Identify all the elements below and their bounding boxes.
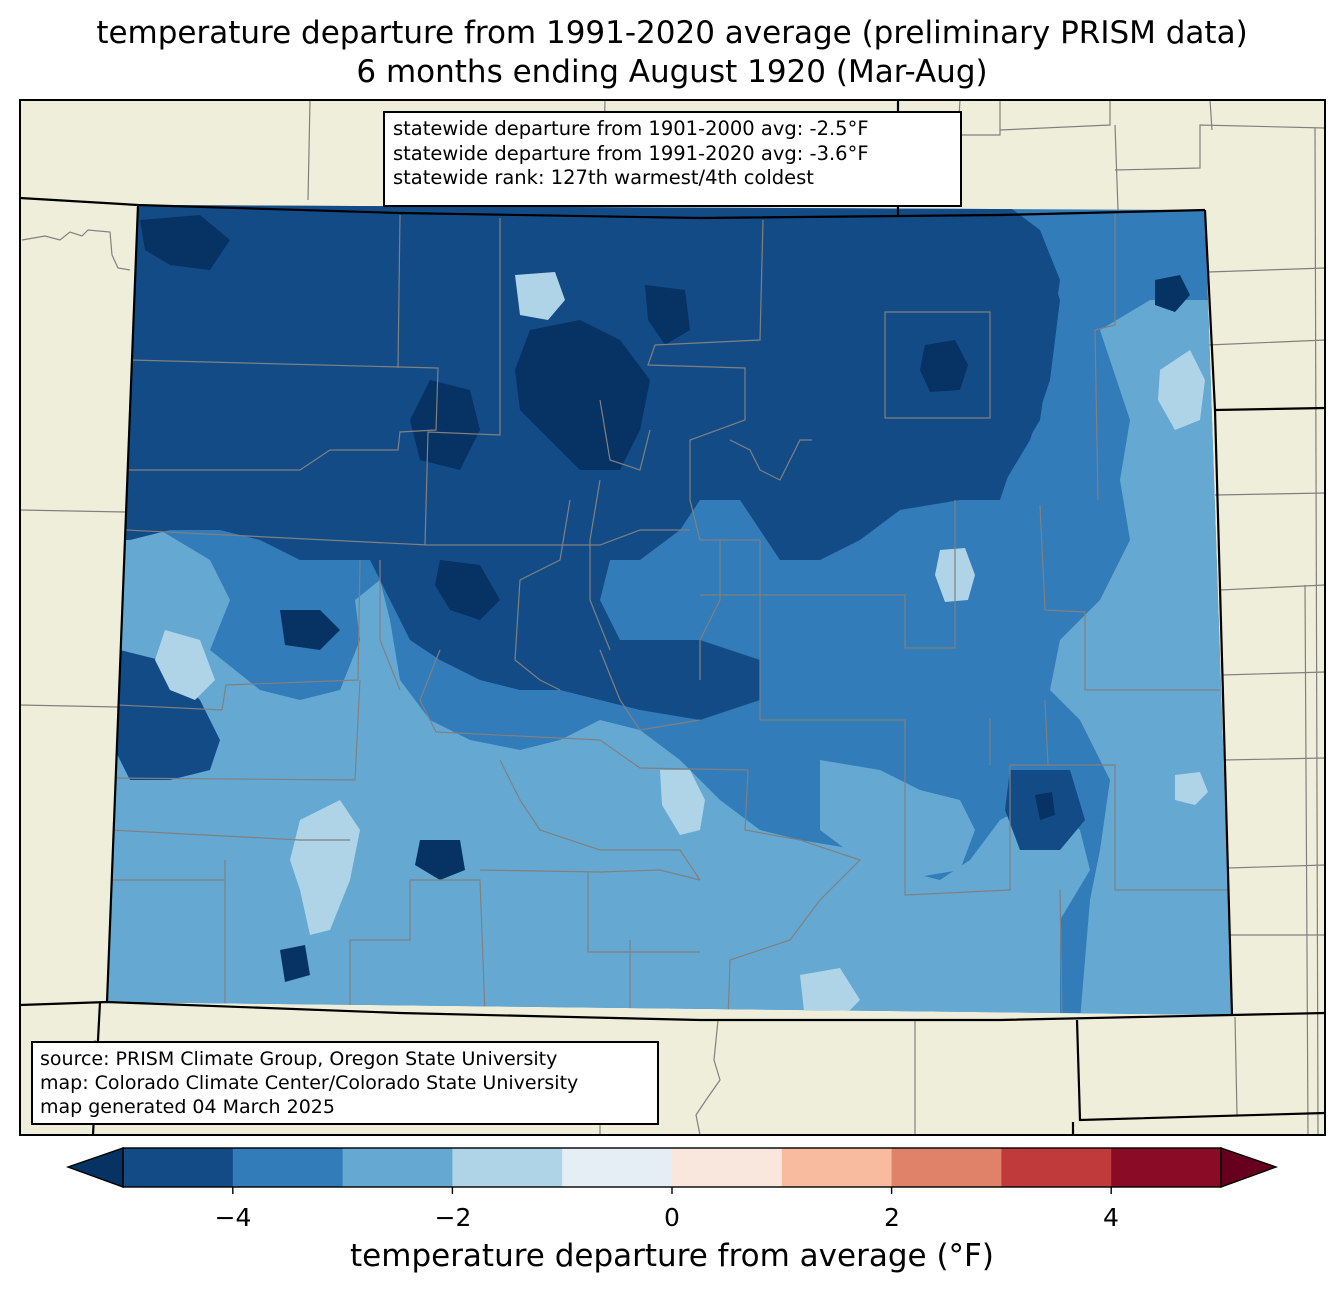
colorbar-under-arrow [65, 1147, 124, 1188]
colorbar-label: temperature departure from average (°F) [350, 1238, 994, 1274]
colorbar-bin [1111, 1148, 1222, 1187]
colorbar-bin [781, 1148, 893, 1187]
colorbar-tick-label: −2 [434, 1203, 472, 1232]
departure-field [107, 205, 1232, 1015]
colorbar-bin [672, 1148, 783, 1187]
colorbar-bin [562, 1148, 673, 1187]
colorbar-bin [123, 1148, 234, 1187]
stats-departure-1991-2020: statewide departure from 1991-2020 avg: … [393, 141, 869, 165]
credits-map: map: Colorado Climate Center/Colorado St… [40, 1072, 579, 1094]
colorbar-bin [232, 1148, 344, 1187]
map-title-line1: temperature departure from 1991-2020 ave… [96, 15, 1248, 51]
colorado-county-lines [109, 212, 1228, 1015]
stats-rank: statewide rank: 127th warmest/4th coldes… [393, 166, 814, 189]
map-title-line2: 6 months ending August 1920 (Mar-Aug) [356, 54, 988, 90]
colorbar [65, 1147, 1279, 1194]
statewide-stats-box: statewide departure from 1901-2000 avg: … [383, 111, 962, 207]
colorbar-bin [452, 1148, 563, 1187]
colorbar-bin [1001, 1148, 1112, 1187]
colorbar-tick-label: 0 [664, 1203, 680, 1232]
credits-generated: map generated 04 March 2025 [40, 1096, 335, 1118]
colorbar-tick-label: −4 [214, 1203, 252, 1232]
credits-source: source: PRISM Climate Group, Oregon Stat… [40, 1048, 558, 1070]
colorbar-tick-label: 2 [884, 1203, 900, 1232]
state-boundaries [20, 100, 1325, 1135]
credits-box: source: PRISM Climate Group, Oregon Stat… [31, 1041, 659, 1125]
colorbar-over-arrow [1220, 1147, 1279, 1188]
map-frame [19, 99, 1326, 1136]
colorbar-bin [342, 1148, 453, 1187]
colorbar-tick-label: 4 [1103, 1203, 1119, 1232]
stats-departure-1901-2000: statewide departure from 1901-2000 avg: … [393, 117, 869, 140]
colorbar-bin [891, 1148, 1002, 1187]
